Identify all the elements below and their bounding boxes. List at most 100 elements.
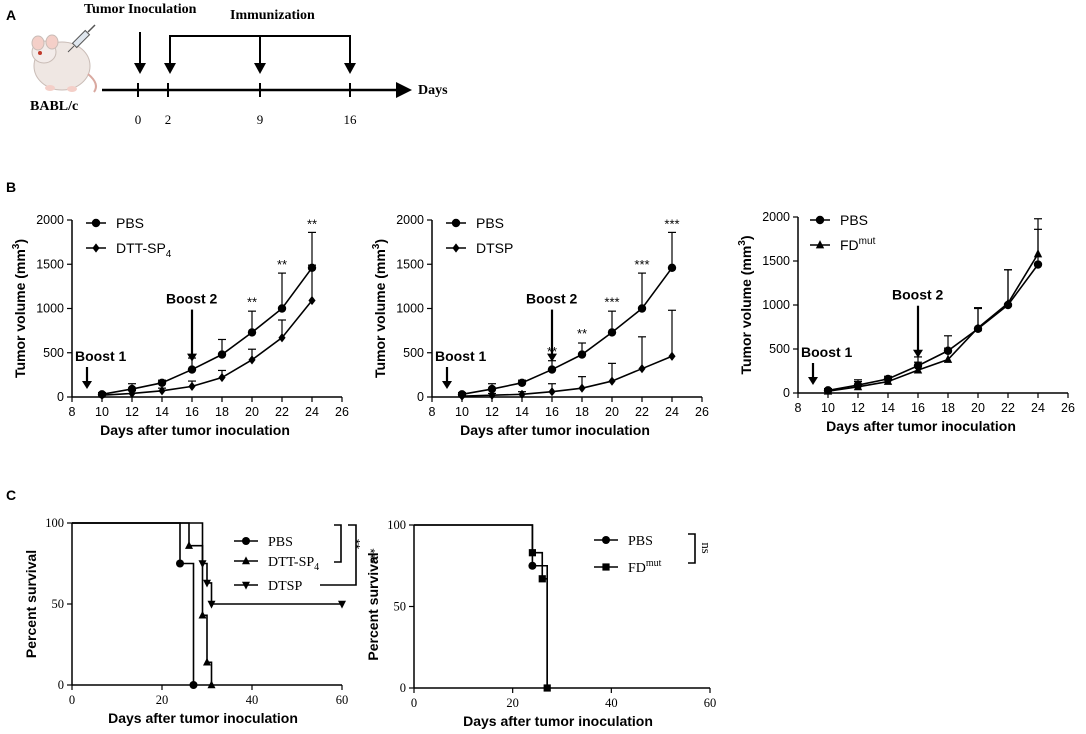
x-tick-label: 40 <box>246 693 259 707</box>
data-point <box>668 351 676 361</box>
survival-step-line <box>414 524 549 688</box>
x-tick-label: 14 <box>155 405 169 419</box>
y-axis-label-part: Tumor volume (mm <box>738 246 754 375</box>
x-tick-label: 26 <box>1061 401 1075 415</box>
series-line <box>461 355 673 397</box>
y-axis-label: Tumor volume (mm3) <box>11 239 28 378</box>
data-point <box>607 328 617 337</box>
survival-step-line <box>72 522 195 685</box>
x-tick-label: 12 <box>125 405 139 419</box>
legend-label: PBS <box>840 212 868 228</box>
data-point <box>198 610 207 619</box>
y-tick-label: 1500 <box>36 257 64 271</box>
legend-label-text: PBS <box>268 535 293 550</box>
significance-bracket <box>320 524 357 586</box>
data-point <box>815 240 825 249</box>
inoculation-arrow-icon <box>134 63 146 74</box>
x-tick-label: 22 <box>275 405 289 419</box>
series-pbs <box>72 522 198 689</box>
x-tick-label: 60 <box>336 693 349 707</box>
series-dtsp <box>72 522 346 609</box>
data-point <box>277 304 287 313</box>
data-point <box>188 381 196 391</box>
legend-label-text: FD <box>840 237 859 253</box>
boost-arrow-icon <box>187 353 197 362</box>
legend-label-text: DTT-SP <box>268 555 314 570</box>
boost-label: Boost 2 <box>526 291 578 307</box>
y-tick-label: 0 <box>417 390 424 404</box>
significance-marker: ** <box>348 539 363 549</box>
significance-marker: *** <box>634 257 649 272</box>
x-tick-label: 18 <box>215 405 229 419</box>
series-fd <box>414 524 551 692</box>
data-point <box>1033 249 1043 258</box>
data-point <box>547 365 557 374</box>
x-tick-label: 12 <box>851 401 865 415</box>
data-point <box>242 581 250 590</box>
legend-label: PBS <box>116 215 144 231</box>
data-point <box>207 600 216 609</box>
data-point <box>815 215 825 225</box>
data-point <box>883 376 893 385</box>
legend-label: PBS <box>628 534 653 549</box>
x-tick-label: 20 <box>506 696 519 710</box>
significance-marker: *** <box>664 216 679 231</box>
immunization-arrow-icon <box>254 63 266 74</box>
tumor-volume-chart-dtt-sp4: 8 10 12 14 16 18 20 22 24 26 0 500 1000 1500 2000 Days … <box>11 213 349 438</box>
legend-label-text: PBS <box>116 215 144 231</box>
data-point <box>667 263 677 272</box>
significance-marker: ** <box>577 326 587 341</box>
legend-label-text: FD <box>628 561 646 576</box>
data-point <box>1003 298 1013 307</box>
x-tick-label: 20 <box>605 405 619 419</box>
timeline-tick-label: 2 <box>165 112 172 127</box>
data-point <box>176 559 184 568</box>
x-tick-label: 16 <box>545 405 559 419</box>
series-dtt-sp <box>98 264 316 400</box>
y-axis-label-superscript: 3 <box>737 240 748 246</box>
legend-label-subscript: 4 <box>314 562 319 573</box>
x-tick-label: 8 <box>69 405 76 419</box>
data-point <box>308 295 316 306</box>
data-point <box>528 561 537 570</box>
boost-label: Boost 1 <box>75 348 127 364</box>
data-point <box>518 389 526 399</box>
x-tick-label: 8 <box>795 401 802 415</box>
x-tick-label: 24 <box>665 405 679 419</box>
series-line <box>101 267 313 396</box>
panel-label-a: A <box>6 7 16 23</box>
data-point <box>98 390 106 400</box>
data-point <box>602 563 610 571</box>
legend-label-superscript: mut <box>646 558 662 569</box>
y-axis-label-part: Tumor volume (mm <box>372 249 388 378</box>
timeline-days-label: Days <box>418 83 448 98</box>
survival-chart-2: 0 20 40 60 0 50 100 Days after tumor inoculatio… <box>365 518 716 729</box>
x-tick-label: 22 <box>1001 401 1015 415</box>
data-point <box>853 382 863 391</box>
data-point <box>218 372 226 383</box>
boost-label: Boost 1 <box>435 348 487 364</box>
data-point <box>458 391 466 401</box>
x-tick-label: 26 <box>335 405 349 419</box>
series-line <box>827 264 1039 392</box>
y-axis-label-superscript: 3 <box>371 243 382 249</box>
y-axis-label: Tumor volume (mm3) <box>737 235 754 374</box>
legend-label: PBS <box>268 535 293 550</box>
survival-step-line <box>72 522 342 605</box>
data-point <box>128 388 136 399</box>
immunization-arrow-icon <box>344 63 356 74</box>
y-axis-label-part: Tumor volume (mm <box>12 249 28 378</box>
panel-a: A BABL/c Days 0 <box>6 2 448 127</box>
data-point <box>217 350 227 359</box>
data-point <box>577 350 587 359</box>
legend-label: DTT-SP4 <box>268 555 319 573</box>
mouse-illustration <box>31 24 97 93</box>
data-point <box>602 536 610 544</box>
legend-label-text: PBS <box>840 212 868 228</box>
panel-label-b: B <box>6 179 16 195</box>
x-tick-label: 20 <box>971 401 985 415</box>
immunization-label: Immunization <box>230 8 315 23</box>
series-pbs <box>457 231 677 399</box>
x-tick-label: 18 <box>941 401 955 415</box>
x-tick-label: 10 <box>821 401 835 415</box>
